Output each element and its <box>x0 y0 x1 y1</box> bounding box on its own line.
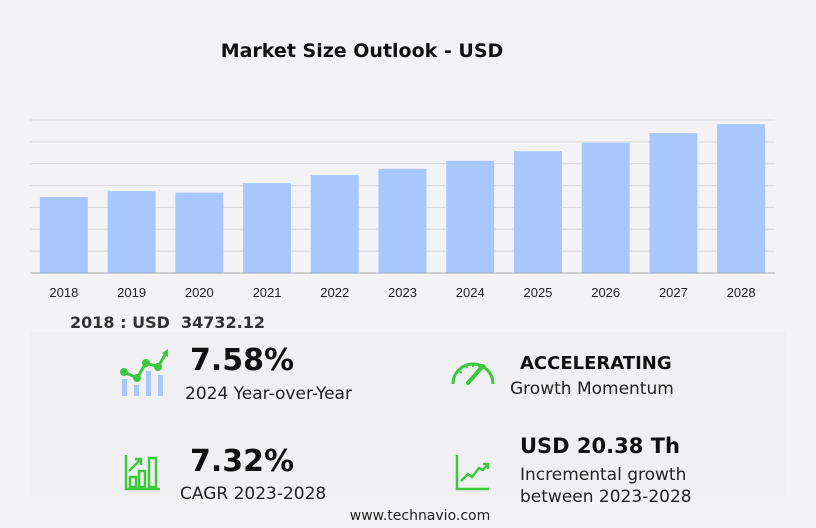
chart-title: Market Size Outlook - USD <box>220 40 504 62</box>
bar-2018 <box>39 197 88 273</box>
momentum-label: Growth Momentum <box>510 379 674 399</box>
increment-value: USD 20.38 Th <box>520 434 680 458</box>
bar-2021 <box>243 183 292 273</box>
increment-label-line1: Incremental growth <box>520 465 687 485</box>
bar-2026 <box>581 142 630 273</box>
x-tick-label: 2026 <box>591 285 620 300</box>
bar-2027 <box>649 133 698 273</box>
trend-line-icon <box>455 455 490 491</box>
bar-2023 <box>378 168 427 273</box>
x-tick-label: 2020 <box>185 285 214 300</box>
bar-chart-up-icon <box>124 455 160 491</box>
yoy-value: 7.58% <box>190 343 295 378</box>
bar-2019 <box>107 191 156 273</box>
x-tick-label: 2027 <box>659 285 688 300</box>
bar-2025 <box>513 151 562 273</box>
x-tick-label: 2025 <box>523 285 552 300</box>
growth-chart-icon <box>120 349 168 396</box>
bar-chart: 2018 2019 2020 2021 2022 2023 2024 2025 2026 2027… <box>30 119 775 300</box>
cagr-value: 7.32% <box>190 444 295 479</box>
x-tick-label: 2024 <box>456 285 485 300</box>
cagr-label: CAGR 2023-2028 <box>180 484 327 504</box>
x-tick-label: 2022 <box>320 285 349 300</box>
increment-label-line2: between 2023-2028 <box>520 487 692 507</box>
x-tick-label: 2021 <box>253 285 282 300</box>
bar-2024 <box>446 160 495 273</box>
footer-url: www.technavio.com <box>349 508 491 524</box>
bar-2028 <box>717 124 766 274</box>
x-tick-label: 2028 <box>727 285 756 300</box>
x-tick-label: 2019 <box>117 285 146 300</box>
momentum-value: ACCELERATING <box>520 353 672 374</box>
x-tick-label: 2023 <box>388 285 417 300</box>
bar-2020 <box>175 192 224 273</box>
x-tick-label: 2018 <box>49 285 78 300</box>
speedometer-icon <box>451 362 495 385</box>
base-year-value: 2018 : USD 34732.12 <box>70 313 266 332</box>
bar-2022 <box>310 175 359 273</box>
yoy-label: 2024 Year-over-Year <box>185 384 352 404</box>
